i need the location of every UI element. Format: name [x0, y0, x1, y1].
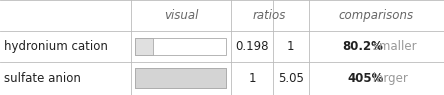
- Text: hydronium cation: hydronium cation: [4, 40, 107, 53]
- Text: 0.198: 0.198: [235, 40, 269, 53]
- Text: sulfate anion: sulfate anion: [4, 72, 80, 85]
- Text: ratios: ratios: [253, 9, 286, 22]
- Text: 405%: 405%: [348, 72, 384, 85]
- Text: 80.2%: 80.2%: [342, 40, 383, 53]
- Bar: [135, 68, 226, 88]
- Text: comparisons: comparisons: [339, 9, 414, 22]
- Bar: [135, 38, 226, 55]
- Text: visual: visual: [164, 9, 198, 22]
- Text: smaller: smaller: [369, 40, 417, 53]
- Text: 1: 1: [287, 40, 294, 53]
- Text: 1: 1: [248, 72, 256, 85]
- Bar: [135, 68, 226, 88]
- Bar: [135, 38, 154, 55]
- Text: 5.05: 5.05: [278, 72, 304, 85]
- Text: larger: larger: [369, 72, 408, 85]
